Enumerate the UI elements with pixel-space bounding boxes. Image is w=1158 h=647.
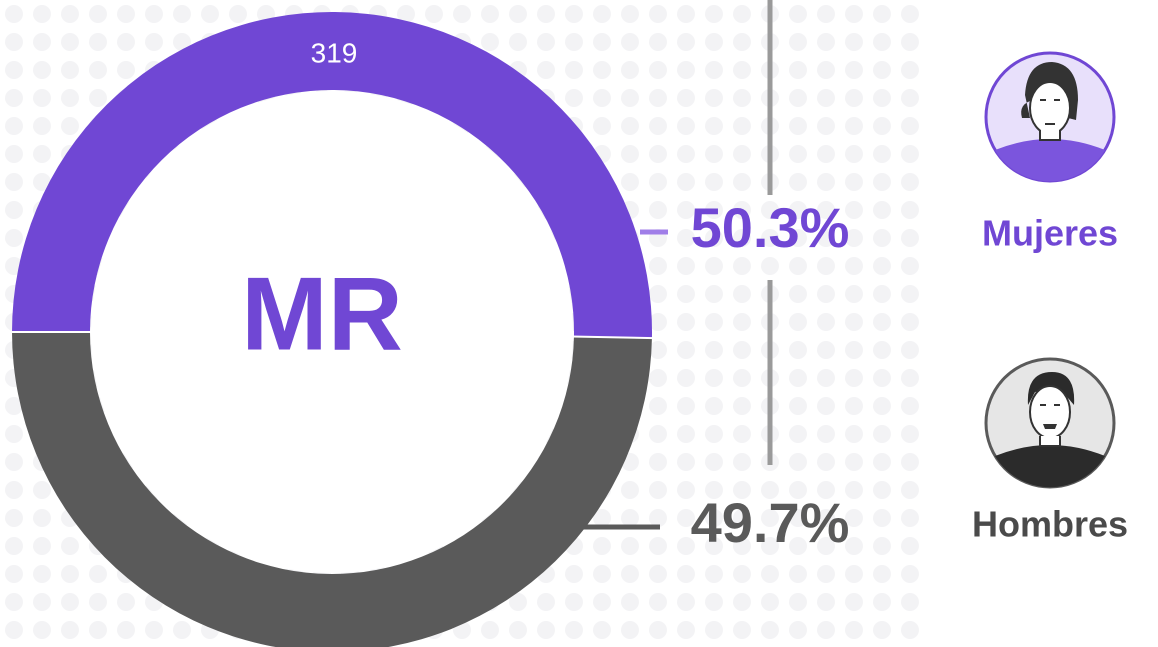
value-label: 50.3% [691,196,850,259]
value-label: 49.7% [691,491,850,554]
infographic: MR 319 50.3% Mujeres 49.7% Hombres [0,0,1158,647]
woman-avatar [986,53,1114,181]
category-label: Hombres [972,504,1128,545]
center-label: MR [241,256,403,372]
segment-annotation: 319 [311,37,358,68]
category-label: Mujeres [982,213,1118,254]
man-avatar [986,359,1114,487]
